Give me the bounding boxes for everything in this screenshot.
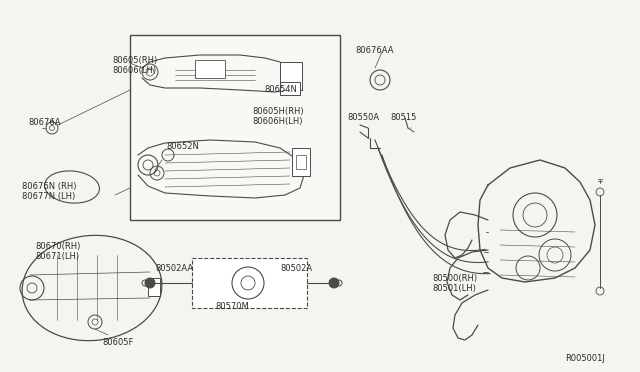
Bar <box>280 62 302 90</box>
Text: 80676A: 80676A <box>28 118 61 127</box>
Text: 80606(LH): 80606(LH) <box>112 66 156 75</box>
Text: 80501(LH): 80501(LH) <box>432 284 476 293</box>
Circle shape <box>329 278 339 288</box>
Text: 80677N (LH): 80677N (LH) <box>22 192 76 201</box>
Text: 80671(LH): 80671(LH) <box>35 252 79 261</box>
Text: 80500(RH): 80500(RH) <box>432 274 477 283</box>
Text: 80550A: 80550A <box>347 113 379 122</box>
Text: 80676N (RH): 80676N (RH) <box>22 182 77 191</box>
Bar <box>296 155 306 169</box>
Text: 80502AA: 80502AA <box>155 264 193 273</box>
Text: 80605(RH): 80605(RH) <box>112 56 157 65</box>
Text: 80670(RH): 80670(RH) <box>35 242 81 251</box>
Text: 80606H(LH): 80606H(LH) <box>252 117 303 126</box>
Text: 80676AA: 80676AA <box>355 46 394 55</box>
Bar <box>192 258 307 308</box>
Bar <box>292 148 310 176</box>
Text: R005001J: R005001J <box>565 354 605 363</box>
Text: 80515: 80515 <box>390 113 417 122</box>
Bar <box>130 35 340 220</box>
Text: 80605H(RH): 80605H(RH) <box>252 107 303 116</box>
Text: 80605F: 80605F <box>102 338 133 347</box>
Text: 80654N: 80654N <box>264 85 297 94</box>
Text: 80652N: 80652N <box>166 142 199 151</box>
Bar <box>280 82 300 95</box>
Text: 80570M: 80570M <box>215 302 249 311</box>
Text: 80502A: 80502A <box>280 264 312 273</box>
Bar <box>195 60 225 78</box>
Bar <box>148 278 160 296</box>
Circle shape <box>145 278 155 288</box>
